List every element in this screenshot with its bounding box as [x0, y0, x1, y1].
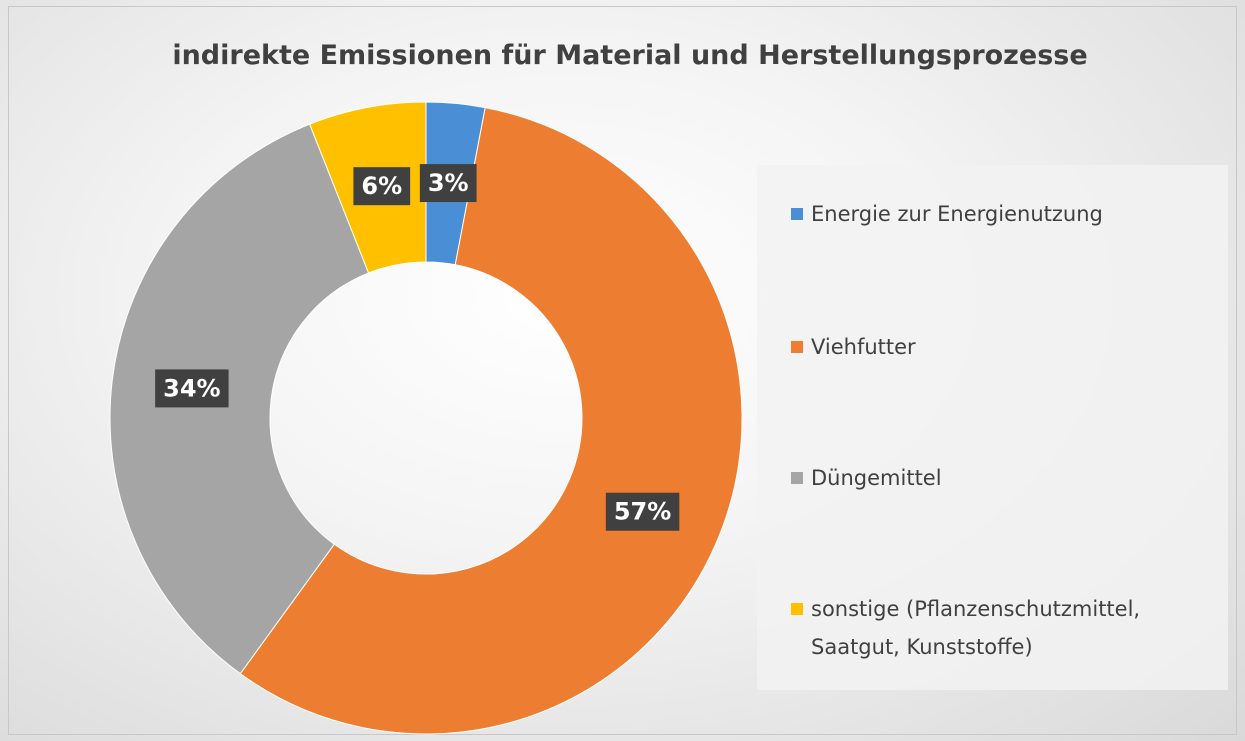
data-label: 34% — [163, 374, 220, 402]
legend-swatch — [791, 603, 803, 615]
legend-swatch — [791, 341, 803, 353]
legend-item: Viehfutter — [791, 328, 1191, 366]
data-label: 3% — [428, 169, 469, 197]
data-label-box — [353, 167, 411, 206]
data-label-box — [605, 492, 680, 531]
chart-frame — [8, 6, 1237, 735]
legend-label: Energie zur Energienutzung — [811, 202, 1103, 226]
legend-label: Viehfutter — [811, 335, 916, 359]
legend-item: sonstige (Pflanzenschutzmittel, Saatgut,… — [791, 590, 1191, 666]
legend-label: Düngemittel — [811, 466, 942, 490]
donut-slice — [239, 107, 743, 735]
chart-title: indirekte Emissionen für Material und He… — [172, 40, 1087, 71]
legend-swatch — [791, 472, 803, 484]
legend-item: Energie zur Energienutzung — [791, 195, 1191, 233]
donut-slice — [109, 123, 370, 675]
legend-swatch — [791, 208, 803, 220]
data-label-box — [155, 369, 229, 408]
data-label: 57% — [614, 498, 671, 526]
legend-item: Düngemittel — [791, 459, 1191, 497]
legend-label: sonstige (Pflanzenschutzmittel, Saatgut,… — [811, 597, 1141, 659]
data-label-box — [419, 164, 477, 203]
data-label: 6% — [361, 172, 402, 200]
legend: Energie zur Energienutzung Viehfutter Düng… — [757, 165, 1228, 690]
